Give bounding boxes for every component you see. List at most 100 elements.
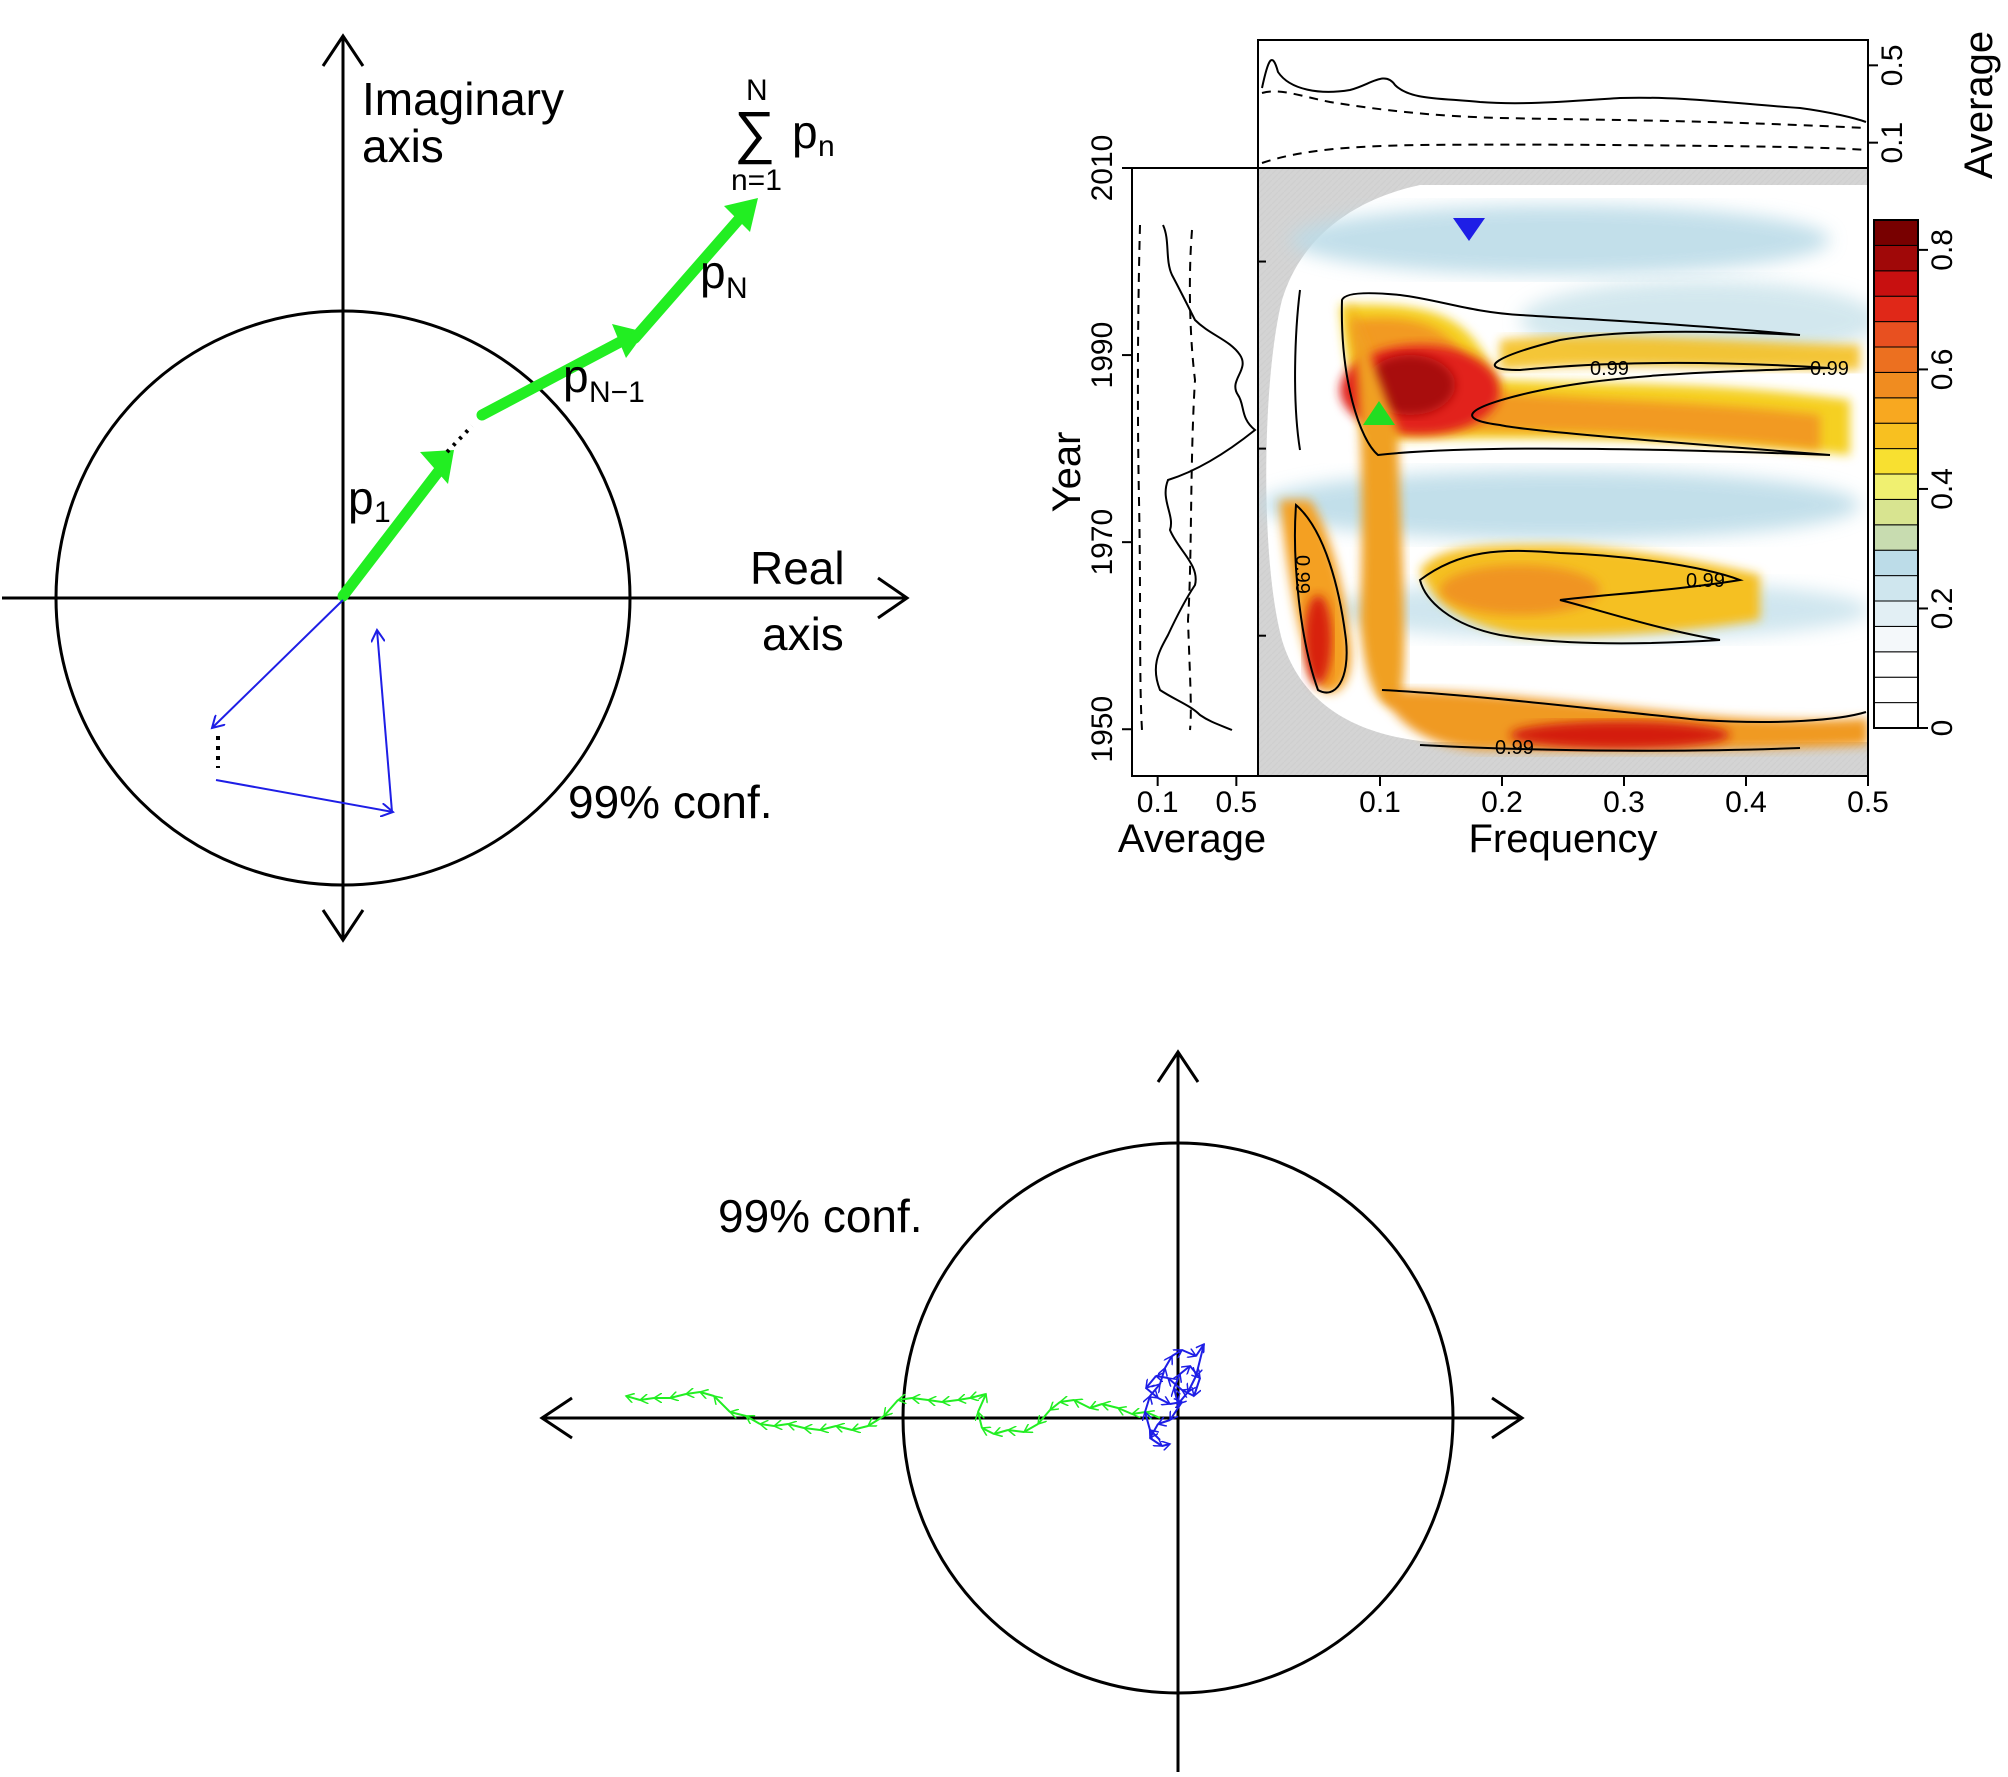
colorbar-swatch xyxy=(1873,321,1919,348)
green-walk-step xyxy=(1008,1430,1025,1432)
green-walk-step xyxy=(1050,1402,1061,1410)
left-average-tick-label: 0.1 xyxy=(1137,786,1179,819)
colorbar-tick-label: 0.2 xyxy=(1926,588,1959,630)
colorbar-swatch xyxy=(1873,600,1919,627)
green-walk-step xyxy=(970,1394,987,1398)
top-average-panel: 0.1 0.5 Average xyxy=(1257,31,2001,179)
bottom-real-axis-arrowhead-left xyxy=(539,1396,573,1440)
top-average-dashed-line-lower xyxy=(1261,143,1867,164)
blue-walk-step xyxy=(1168,1378,1183,1391)
imaginary-axis-label-line2: axis xyxy=(362,120,444,172)
real-axis-label-line1: Real xyxy=(750,542,845,594)
green-walk-step xyxy=(670,1394,687,1398)
colorbar-swatch xyxy=(1873,346,1919,373)
wavelet-coherence-panel: 0.99 0.99 0.99 0.99 0.99 0.1 0.2 0.3 0.4 0.5… xyxy=(1045,31,2001,861)
colorbar-swatch xyxy=(1873,575,1919,602)
year-tick-label: 1970 xyxy=(1086,509,1119,576)
blue-walk-step xyxy=(1179,1366,1190,1374)
colorbar-tick-label: 0.4 xyxy=(1926,468,1959,510)
frequency-tick-label: 0.1 xyxy=(1359,786,1401,819)
blue-walk-step xyxy=(1162,1444,1170,1446)
blue-walk-step xyxy=(1181,1350,1196,1356)
left-average-tick-label: 0.5 xyxy=(1215,786,1257,819)
green-walk-step xyxy=(788,1424,805,1428)
sum-upper-limit: N xyxy=(746,74,768,107)
frequency-tick-label: 0.4 xyxy=(1725,786,1767,819)
contour-0.99-upper-left xyxy=(1294,289,1301,451)
blue-walk-step xyxy=(1189,1365,1200,1378)
year-axis-label: Year xyxy=(1045,432,1089,513)
colorbar-swatch xyxy=(1873,473,1919,500)
green-walk-step xyxy=(852,1426,869,1430)
green-walk-step xyxy=(836,1426,853,1430)
green-walk-step xyxy=(626,1396,641,1400)
bottom-imaginary-axis-arrowhead xyxy=(1156,1049,1200,1083)
left-average-dashed-line-2 xyxy=(1186,229,1197,731)
imaginary-axis-label-line1: Imaginary xyxy=(362,73,564,125)
green-walk-step xyxy=(958,1398,971,1400)
blue-walk-step xyxy=(1194,1377,1200,1396)
imaginary-axis-arrowhead-bottom xyxy=(321,909,365,943)
blue-walk-step xyxy=(1156,1376,1169,1378)
colorbar-swatch xyxy=(1873,270,1919,297)
bottom-confidence-label: 99% conf. xyxy=(718,1190,923,1242)
green-walk-step xyxy=(730,1412,747,1416)
contour-0.99-left xyxy=(1294,502,1348,694)
green-walk-step xyxy=(1090,1404,1103,1408)
bottom-real-axis-arrowhead-right xyxy=(1491,1396,1525,1440)
colorbar-swatch xyxy=(1873,549,1919,577)
blue-walk-step xyxy=(1145,1412,1150,1431)
pN-subscript: N xyxy=(726,272,748,305)
green-walk-step xyxy=(804,1428,821,1430)
green-walk-step xyxy=(1038,1409,1051,1424)
green-walk-step xyxy=(942,1400,959,1402)
colorbar-swatch xyxy=(1873,371,1919,399)
year-tick-label: 1950 xyxy=(1086,696,1119,763)
colorbar: 0 0.2 0.4 0.6 0.8 xyxy=(1873,219,1959,737)
blue-walk-step xyxy=(1182,1390,1195,1396)
real-axis-arrowhead xyxy=(877,576,910,620)
blue-phasor-walk xyxy=(1145,1344,1205,1447)
colorbar-swatch xyxy=(1873,524,1919,551)
phasor-p1-arrow xyxy=(337,466,444,602)
sum-term: p xyxy=(792,106,818,158)
pN-label: p xyxy=(700,246,726,298)
heatmap: 0.99 0.99 0.99 0.99 0.99 xyxy=(1257,167,1869,777)
phasor-pN1-arrow xyxy=(476,335,628,421)
p1-subscript: 1 xyxy=(374,496,391,529)
green-walk-step xyxy=(820,1426,837,1430)
green-walk-step xyxy=(928,1400,943,1402)
colorbar-swatch xyxy=(1873,448,1919,475)
blue-phasor-3 xyxy=(377,630,393,813)
contour-0.99-main xyxy=(1340,292,1831,457)
confidence-label: 99% conf. xyxy=(568,776,773,828)
blue-walk-step xyxy=(1188,1375,1197,1392)
colorbar-swatch xyxy=(1873,498,1919,526)
green-walk-step xyxy=(714,1396,731,1413)
blue-walk-step xyxy=(1158,1420,1171,1424)
top-average-tick-label: 0.1 xyxy=(1876,122,1909,164)
phasor-walk-diagram: 99% conf. xyxy=(539,1049,1525,1772)
colorbar-swatch xyxy=(1873,397,1919,424)
green-walk-step xyxy=(686,1392,701,1394)
blue-walk-step xyxy=(1145,1387,1158,1398)
phasor-pN-arrow xyxy=(629,212,746,344)
frequency-axis: 0.1 0.2 0.3 0.4 0.5 Frequency xyxy=(1258,775,1889,861)
green-walk-step xyxy=(1060,1400,1075,1402)
colorbar-tick-label: 0 xyxy=(1926,720,1959,737)
green-walk-step xyxy=(1024,1423,1039,1432)
green-walk-step xyxy=(746,1416,761,1425)
phasor-p1-head xyxy=(420,450,454,484)
contour-0.99-mid xyxy=(1418,549,1744,645)
blue-walk-step xyxy=(1149,1437,1162,1447)
p1-label: p xyxy=(348,472,374,524)
sum-symbol: ∑ xyxy=(734,100,775,165)
green-walk-step xyxy=(1132,1412,1147,1414)
imaginary-axis-arrowhead-top xyxy=(321,33,365,67)
green-walk-step xyxy=(1102,1404,1119,1408)
frequency-tick-label: 0.3 xyxy=(1603,786,1645,819)
year-axis: 1950 1970 1990 2010 Year xyxy=(1045,135,1266,776)
peak-marker-up-triangle xyxy=(1363,401,1395,425)
colorbar-swatch xyxy=(1873,676,1919,704)
